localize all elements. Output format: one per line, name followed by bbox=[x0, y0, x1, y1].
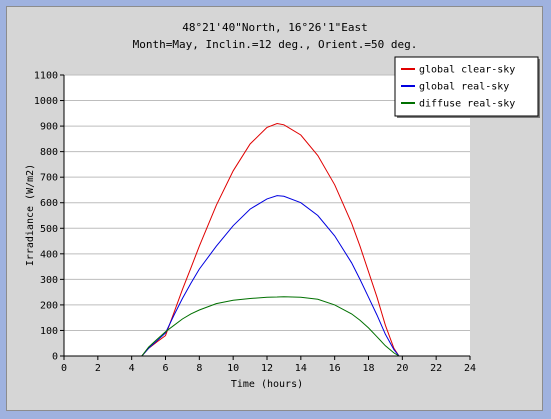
x-tick-label: 16 bbox=[329, 363, 341, 374]
x-tick-label: 20 bbox=[396, 363, 408, 374]
y-tick-label: 200 bbox=[40, 300, 58, 311]
x-tick-label: 24 bbox=[464, 363, 476, 374]
x-tick-label: 8 bbox=[196, 363, 202, 374]
series-line-0 bbox=[141, 122, 400, 357]
y-tick-label: 500 bbox=[40, 224, 58, 235]
chart-subtitle: Month=May, Inclin.=12 deg., Orient.=50 d… bbox=[133, 38, 418, 51]
x-tick-label: 18 bbox=[362, 363, 374, 374]
x-tick-label: 14 bbox=[295, 363, 307, 374]
y-axis-ticks: 0 100 200 300 400 500 600 700 800 900 1000 1100 bbox=[34, 71, 64, 363]
x-tick-label: 12 bbox=[261, 363, 273, 374]
irradiance-chart: 48°21'40"North, 16°26'1"East Month=May, … bbox=[25, 21, 540, 390]
y-axis-label: Irradiance (W/m2) bbox=[25, 164, 36, 266]
legend-entry: global real-sky bbox=[419, 82, 509, 93]
y-tick-label: 800 bbox=[40, 147, 58, 158]
x-tick-label: 0 bbox=[61, 363, 67, 374]
x-tick-label: 22 bbox=[430, 363, 442, 374]
y-tick-label: 900 bbox=[40, 122, 58, 133]
y-tick-label: 600 bbox=[40, 198, 58, 209]
y-tick-label: 100 bbox=[40, 326, 58, 337]
x-tick-label: 10 bbox=[227, 363, 239, 374]
y-tick-label: 700 bbox=[40, 173, 58, 184]
y-tick-label: 300 bbox=[40, 275, 58, 286]
chart-frame: 48°21'40"North, 16°26'1"East Month=May, … bbox=[6, 6, 543, 411]
x-tick-label: 6 bbox=[162, 363, 168, 374]
series-lines bbox=[141, 122, 400, 357]
plot-area bbox=[64, 75, 470, 356]
y-tick-label: 0 bbox=[52, 352, 58, 363]
x-tick-label: 4 bbox=[129, 363, 135, 374]
chart-title: 48°21'40"North, 16°26'1"East bbox=[182, 21, 367, 34]
x-axis-label: Time (hours) bbox=[231, 379, 303, 390]
series-line-1 bbox=[141, 195, 400, 357]
legend: global clear-sky global real-sky diffuse r… bbox=[394, 56, 540, 118]
series-line-2 bbox=[141, 296, 400, 357]
x-tick-label: 2 bbox=[95, 363, 101, 374]
x-axis-ticks: 0 2 4 6 8 10 12 14 16 18 20 22 24 bbox=[61, 356, 476, 374]
y-tick-label: 1100 bbox=[34, 71, 58, 82]
legend-entry: global clear-sky bbox=[419, 65, 515, 76]
legend-entry: diffuse real-sky bbox=[419, 99, 515, 110]
y-tick-label: 1000 bbox=[34, 96, 58, 107]
y-tick-label: 400 bbox=[40, 249, 58, 260]
legend-box bbox=[394, 56, 539, 117]
